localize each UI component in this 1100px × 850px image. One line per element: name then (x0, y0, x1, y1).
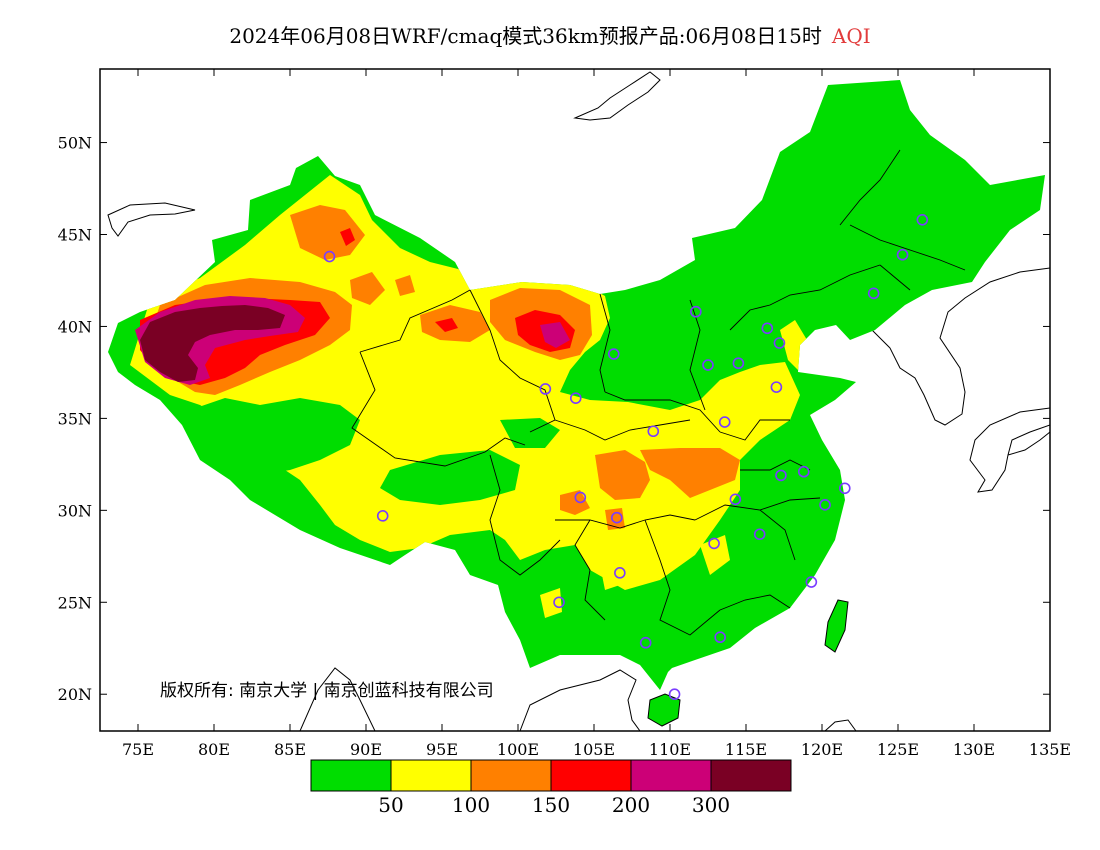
japan-outline (969, 407, 1050, 493)
station-marker (838, 482, 851, 495)
station-marker (896, 248, 909, 261)
station-marker (668, 688, 681, 701)
station-marker (867, 287, 880, 300)
baikal-outline (573, 71, 661, 121)
province-boundaries (351, 149, 966, 636)
legend-label: 150 (532, 793, 570, 817)
station-marker (714, 631, 726, 644)
station-marker (732, 357, 745, 370)
taiwan-island (824, 599, 849, 653)
aqi-darkred-regions (140, 305, 285, 382)
station-marker (770, 381, 783, 393)
x-tick-label: 75E (122, 740, 154, 759)
station-marker (574, 491, 587, 504)
y-tick-label: 45N (58, 226, 92, 245)
x-tick-label: 130E (953, 740, 995, 759)
legend-swatch (390, 759, 472, 792)
japan-outline-2 (1007, 424, 1050, 456)
station-marker (323, 250, 336, 263)
y-tick-label: 40N (58, 317, 92, 336)
station-marker (718, 416, 731, 428)
station-marker (607, 348, 620, 360)
caspian-outline (107, 202, 196, 237)
y-tick-label: 35N (58, 409, 92, 428)
x-tick-label: 85E (274, 740, 306, 759)
station-marker (805, 576, 818, 588)
station-marker (819, 499, 831, 511)
y-tick-label: 50N (58, 134, 92, 153)
station-marker (761, 322, 774, 335)
copyright-text: 版权所有: 南京大学 | 南京创蓝科技有限公司 (160, 681, 494, 701)
legend-swatch (550, 759, 632, 792)
station-marker (690, 305, 702, 318)
aqi-green-pockets (190, 398, 560, 505)
station-marker (702, 359, 714, 371)
station-marker (708, 537, 720, 550)
legend-swatch (630, 759, 712, 792)
luzon-outline (824, 719, 857, 731)
legend-label: 200 (612, 793, 650, 817)
x-tick-label: 125E (877, 740, 919, 759)
station-marker (729, 493, 742, 506)
legend-label: 100 (452, 793, 490, 817)
station-marker (647, 425, 660, 438)
legend-label: 300 (692, 793, 730, 817)
station-marker (569, 392, 582, 404)
indochina-coast (519, 669, 641, 731)
legend-swatch (310, 759, 392, 792)
y-tick-label: 30N (58, 501, 92, 520)
x-tick-label: 95E (426, 740, 458, 759)
station-marker (775, 469, 787, 482)
korea-coast (871, 267, 1050, 426)
y-tick-label: 20N (58, 685, 92, 704)
station-marker (553, 596, 565, 609)
station-marker (773, 337, 786, 349)
hainan-island (647, 693, 681, 727)
station-marker (610, 511, 623, 524)
station-marker (916, 213, 929, 226)
x-tick-label: 80E (198, 740, 230, 759)
x-tick-label: 115E (725, 740, 767, 759)
y-tick-label: 25N (58, 593, 92, 612)
station-marker (797, 465, 810, 478)
station-marker (539, 383, 552, 395)
station-marker (376, 510, 389, 522)
neighbor-coastlines (107, 71, 1050, 731)
x-tick-label: 120E (801, 740, 843, 759)
axis-ticks: 75E 80E 85E 90E 95E 100E 105E 110E 115E 120E 125E 1… (58, 69, 1071, 759)
x-tick-label: 135E (1029, 740, 1071, 759)
aqi-legend: 50 100 150 200 300 (310, 759, 792, 817)
map-title: 2024年06月08日WRF/cmaq模式36km预报产品:06月08日15时 A… (0, 20, 1100, 49)
station-marker (753, 528, 766, 541)
x-tick-label: 90E (350, 740, 382, 759)
station-marker (614, 567, 626, 579)
legend-label: 50 (378, 793, 403, 817)
x-tick-label: 105E (573, 740, 615, 759)
title-variable: AQI (831, 24, 871, 48)
x-tick-label: 110E (649, 740, 691, 759)
legend-swatch (470, 759, 552, 792)
legend-swatch (710, 759, 792, 792)
india-coast (299, 667, 376, 731)
x-tick-label: 100E (497, 740, 539, 759)
station-markers (323, 213, 929, 701)
station-marker (639, 636, 652, 649)
title-main: 2024年06月08日WRF/cmaq模式36km预报产品:06月08日15时 (229, 24, 822, 48)
